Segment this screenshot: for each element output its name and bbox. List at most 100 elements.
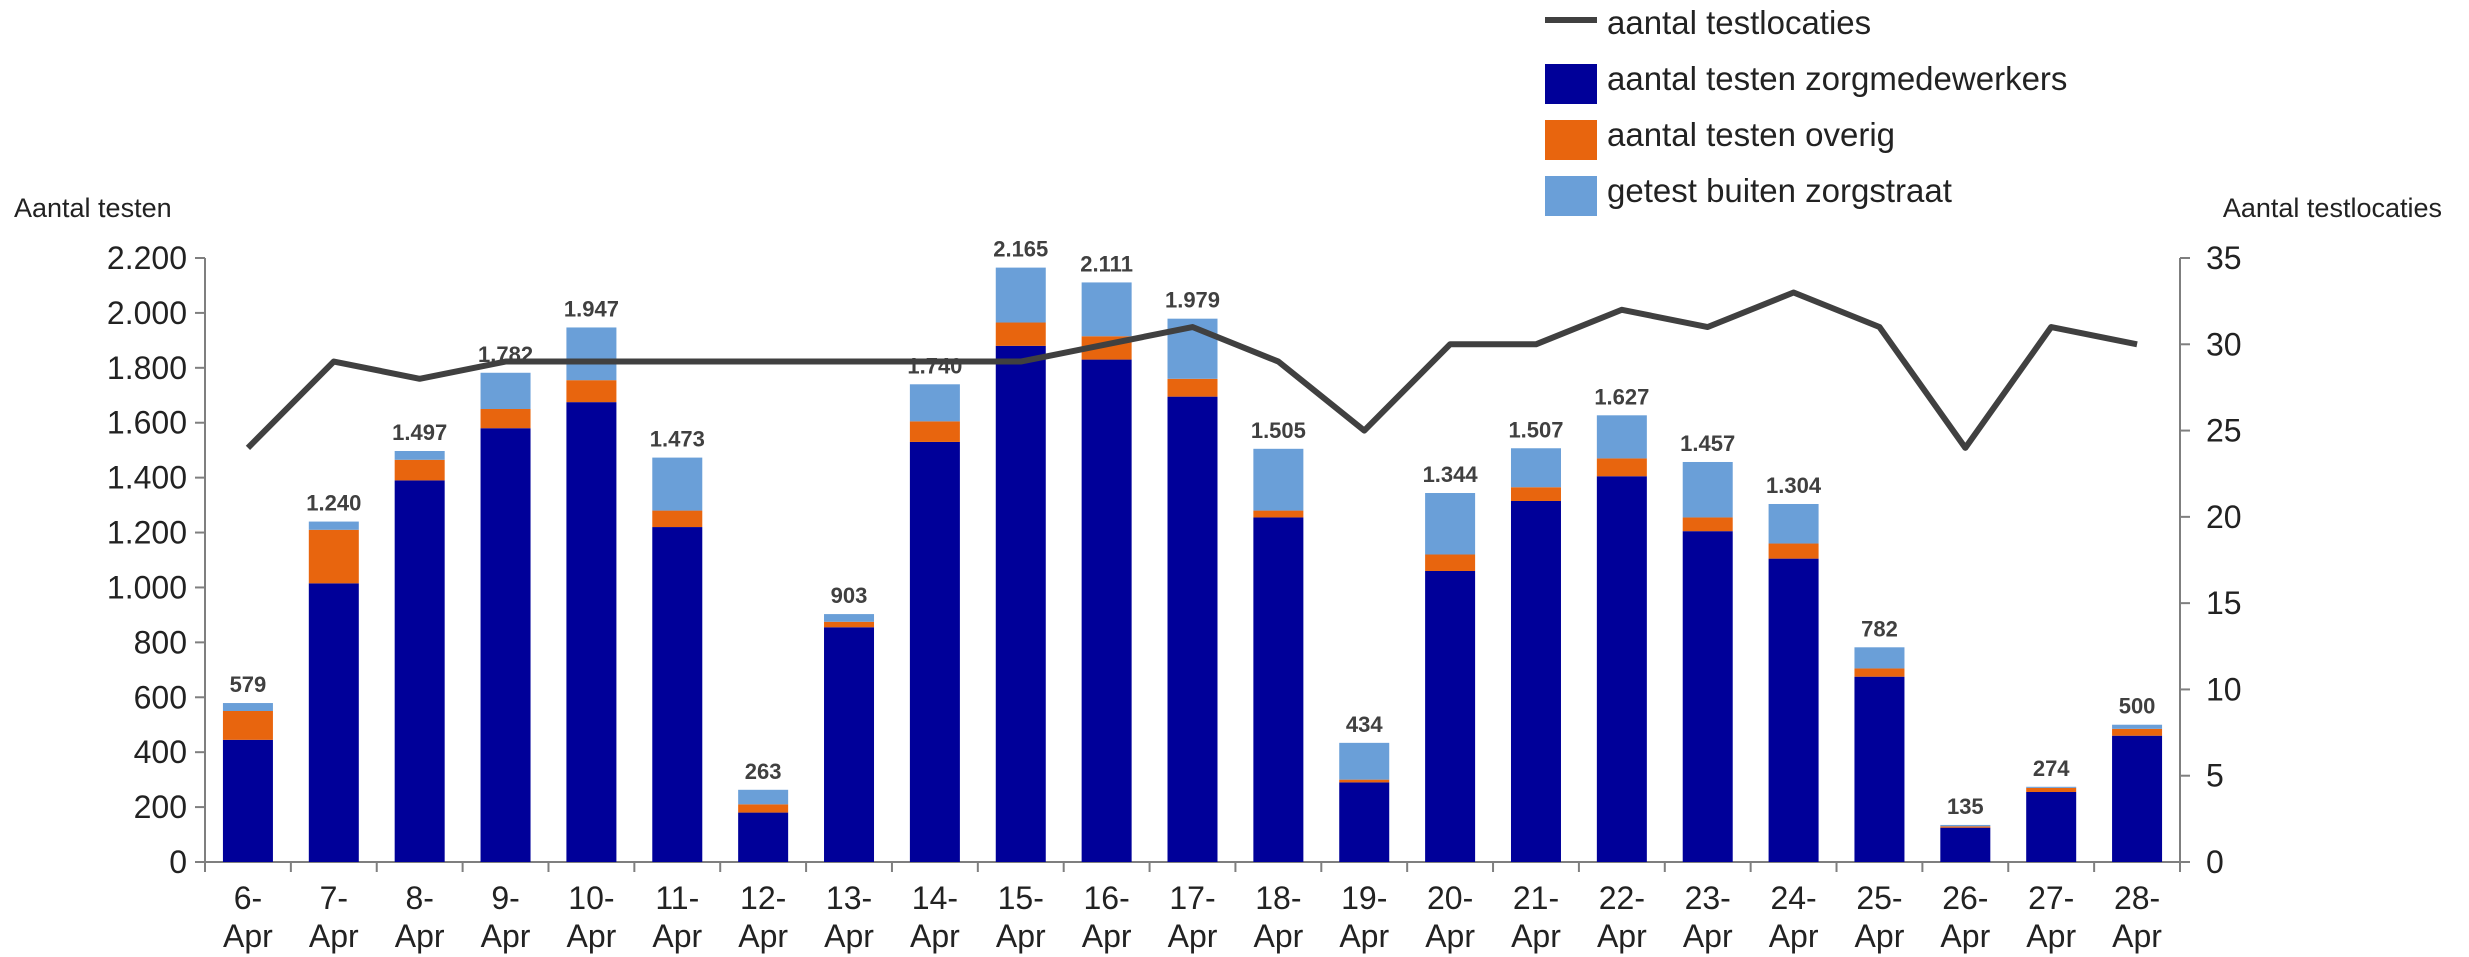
bar-segment-buiten-zorgstraat [480,372,531,409]
y-right-tick-label: 0 [2206,844,2224,880]
bar-segment-zorgmedewerkers [2112,735,2163,862]
total-data-label: 1.473 [650,427,705,452]
y-right-tick-label: 30 [2206,326,2242,362]
y-right-tick-label: 15 [2206,585,2242,621]
bar-segment-overig [909,421,960,442]
total-data-label: 2.165 [993,237,1048,262]
bar-segment-overig [652,510,703,528]
bar-segment-overig [824,621,875,628]
y-left-tick-label: 0 [169,844,187,880]
x-tick-label: 9-Apr [481,880,531,954]
x-tick-label: 24-Apr [1769,880,1819,954]
total-data-label: 1.497 [392,420,447,445]
legend-swatch [1545,120,1597,160]
total-data-label: 1.507 [1508,417,1563,442]
bar-segment-overig [2026,787,2077,792]
y-left-tick-label: 600 [134,679,187,715]
bar-segment-overig [2112,728,2163,736]
bar-segment-overig [995,322,1046,346]
y-right-tick-label: 35 [2206,240,2242,276]
x-tick-label: 17-Apr [1168,880,1218,954]
axes: 02004006008001.0001.2001.4001.6001.8002.… [107,240,2242,954]
bar-segment-zorgmedewerkers [2026,791,2077,862]
bar-segment-buiten-zorgstraat [1768,503,1819,544]
y-left-tick-label: 200 [134,789,187,825]
y-left-tick-label: 2.000 [107,295,187,331]
bar-segment-buiten-zorgstraat [222,703,273,711]
total-data-label: 579 [230,672,267,697]
bar-segment-zorgmedewerkers [480,428,531,862]
legend-swatch [1545,176,1597,216]
bar-segment-zorgmedewerkers [1596,476,1647,862]
total-data-label: 263 [745,759,782,784]
x-tick-label: 25-Apr [1855,880,1905,954]
total-data-label: 1.740 [907,353,962,378]
bar-segment-overig [394,459,445,481]
total-data-label: 434 [1346,712,1383,737]
bar-segment-zorgmedewerkers [1253,517,1304,862]
bar-segment-overig [1167,378,1218,397]
bar-segment-overig [480,409,531,429]
bar-segment-buiten-zorgstraat [566,327,617,381]
bar-segment-buiten-zorgstraat [394,451,445,460]
y-left-tick-label: 2.200 [107,240,187,276]
bar-segment-buiten-zorgstraat [2026,786,2077,788]
total-data-label: 1.304 [1766,473,1822,498]
x-tick-label: 13-Apr [824,880,874,954]
total-data-label: 1.979 [1165,288,1220,313]
bar-segment-buiten-zorgstraat [652,457,703,511]
bar-segment-zorgmedewerkers [308,583,359,862]
y-right-axis-title: Aantal testlocaties [2223,193,2442,223]
total-data-label: 1.457 [1680,431,1735,456]
bar-segment-buiten-zorgstraat [738,789,789,805]
y-right-tick-label: 10 [2206,671,2242,707]
total-data-label: 1.627 [1594,384,1649,409]
total-data-label: 1.947 [564,296,619,321]
total-data-label: 1.505 [1251,418,1306,443]
bar-segment-overig [1339,779,1390,783]
data-labels: 579 1.240 1.497 1.782 1.947 1.473 263 903 1.740 2… [230,237,2156,819]
x-tick-label: 15-Apr [996,880,1046,954]
bar-segment-buiten-zorgstraat [1854,647,1905,669]
y-right-tick-label: 25 [2206,413,2242,449]
total-data-label: 274 [2033,756,2070,781]
bar-segment-overig [222,711,273,740]
bar-segment-buiten-zorgstraat [1596,415,1647,459]
bar-segment-buiten-zorgstraat [1339,742,1390,780]
y-right-tick-label: 5 [2206,758,2224,794]
y-left-axis-title: Aantal testen [14,193,172,223]
x-tick-label: 21-Apr [1511,880,1561,954]
bar-segment-zorgmedewerkers [995,345,1046,862]
x-tick-label: 16-Apr [1082,880,1132,954]
bar-segment-zorgmedewerkers [824,627,875,862]
x-tick-label: 6-Apr [223,880,273,954]
bar-segment-zorgmedewerkers [1768,558,1819,862]
legend-line-swatch [1545,17,1597,23]
total-data-label: 2.111 [1080,251,1133,276]
bar-segment-buiten-zorgstraat [2112,724,2163,729]
bar-segment-overig [1425,554,1476,571]
legend-label: aantal testen zorgmedewerkers [1607,60,2068,97]
total-data-label: 782 [1861,616,1898,641]
bar-segment-overig [566,380,617,403]
bar-segment-overig [1854,668,1905,677]
total-data-label: 1.240 [306,491,361,516]
x-tick-label: 11-Apr [652,880,702,954]
bar-segment-overig [308,529,359,584]
total-data-label: 903 [831,583,868,608]
y-left-tick-label: 1.600 [107,405,187,441]
bar-segment-overig [738,804,789,813]
bar-segment-overig [1510,487,1561,501]
bar-segment-zorgmedewerkers [1940,827,1991,862]
x-tick-label: 23-Apr [1683,880,1733,954]
legend-swatch [1545,64,1597,104]
bar-segment-zorgmedewerkers [652,527,703,862]
bar-segment-zorgmedewerkers [394,480,445,862]
bar-segment-buiten-zorgstraat [1682,461,1733,518]
legend-label: aantal testlocaties [1607,4,1872,41]
bar-segment-overig [1596,458,1647,477]
legend-label: aantal testen overig [1607,116,1896,153]
bar-segment-zorgmedewerkers [1425,570,1476,862]
bar-segment-buiten-zorgstraat [1940,824,1991,827]
total-data-label: 500 [2119,694,2156,719]
